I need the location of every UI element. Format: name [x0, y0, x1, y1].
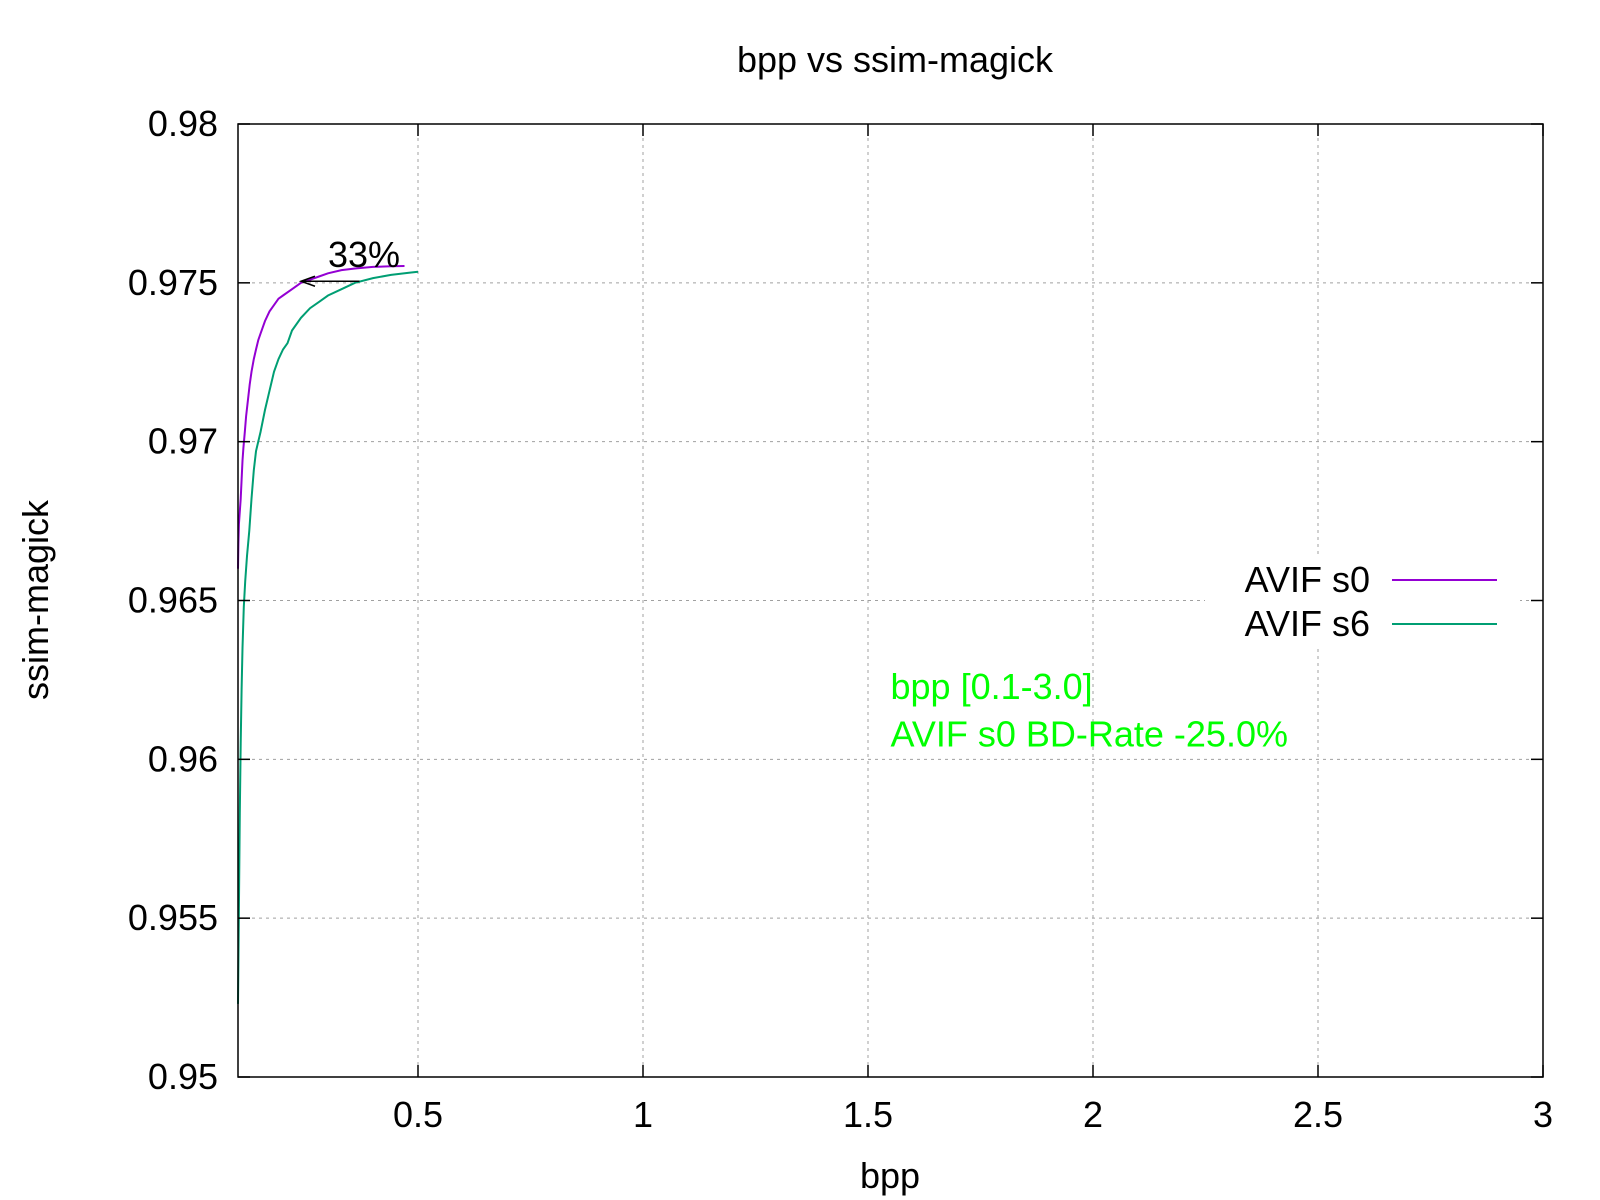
series-line-1: [237, 270, 419, 1004]
y-tick-label: 0.95: [148, 1056, 218, 1097]
series-line-0: [237, 265, 405, 569]
y-tick-labels: 0.95 0.955 0.96 0.965 0.97 0.975 0.98: [128, 103, 218, 1097]
y-tick-label: 0.965: [128, 580, 218, 621]
legend-label-0: AVIF s0: [1245, 559, 1370, 600]
y-tick-label: 0.975: [128, 262, 218, 303]
annotation-arrow-head: [298, 275, 316, 287]
y-tick-label: 0.955: [128, 897, 218, 938]
series-layer: [237, 265, 419, 1004]
annotation-text-2: AVIF s0 BD-Rate -25.0%: [891, 714, 1288, 755]
legend-label-1: AVIF s6: [1245, 603, 1370, 644]
x-tick-label: 3: [1533, 1094, 1553, 1135]
y-axis-label: ssim-magick: [15, 499, 56, 700]
x-tick-label: 1: [633, 1094, 653, 1135]
annotation-text-1: bpp [0.1-3.0]: [891, 666, 1093, 707]
ticks: [238, 123, 1544, 1078]
x-tick-labels: 0.5 1 1.5 2 2.5 3: [393, 1094, 1553, 1135]
annotation-text-0: 33%: [328, 234, 400, 275]
x-axis-label: bpp: [860, 1155, 920, 1196]
x-tick-label: 1.5: [843, 1094, 893, 1135]
chart-title: bpp vs ssim-magick: [737, 39, 1054, 80]
y-tick-label: 0.98: [148, 103, 218, 144]
x-tick-label: 0.5: [393, 1094, 443, 1135]
x-tick-label: 2.5: [1293, 1094, 1343, 1135]
legend-background: [1205, 555, 1520, 645]
y-tick-label: 0.96: [148, 738, 218, 779]
x-tick-label: 2: [1083, 1094, 1103, 1135]
annotation-layer: 33% bpp [0.1-3.0] AVIF s0 BD-Rate -25.0%: [298, 234, 1288, 755]
y-tick-label: 0.97: [148, 421, 218, 462]
